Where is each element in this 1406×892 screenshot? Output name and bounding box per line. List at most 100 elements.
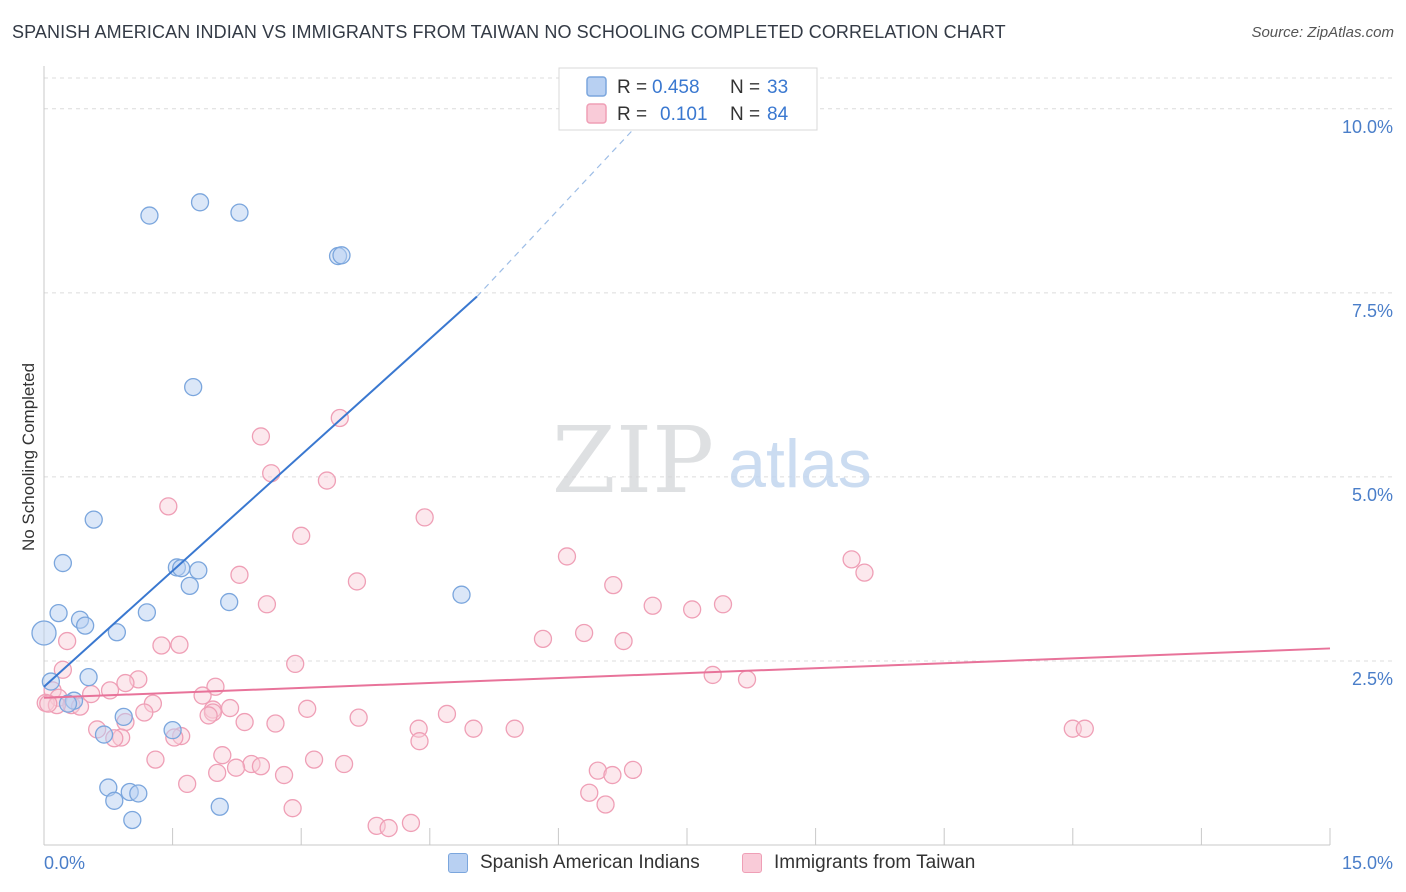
watermark-zip: ZIP — [552, 407, 714, 514]
data-point — [129, 784, 148, 803]
data-point — [235, 712, 254, 732]
data-point — [190, 193, 210, 212]
chart-title: SPANISH AMERICAN INDIAN VS IMMIGRANTS FR… — [12, 22, 1006, 42]
x-tick-label: 0.0% — [44, 853, 85, 873]
data-point — [855, 563, 874, 582]
stats-r-label: R = — [617, 77, 647, 98]
data-point — [623, 760, 643, 780]
data-point — [114, 707, 133, 727]
data-point — [643, 596, 662, 615]
data-point — [332, 246, 351, 265]
data-point — [292, 526, 311, 545]
data-point — [123, 810, 142, 830]
y-tick-label: 2.5% — [1352, 669, 1393, 689]
data-point — [401, 813, 421, 833]
data-point — [737, 670, 757, 689]
y-tick-label: 7.5% — [1352, 301, 1393, 321]
data-point — [230, 203, 249, 222]
data-point — [347, 572, 367, 591]
data-point — [199, 706, 218, 725]
data-point — [266, 714, 285, 733]
series-spanish-american-indians — [31, 193, 471, 830]
source-label: Source: ZipAtlas.com — [1251, 24, 1394, 41]
data-point — [317, 471, 337, 490]
y-tick-label: 10.0% — [1342, 117, 1393, 137]
data-point — [464, 719, 483, 738]
data-point — [580, 783, 599, 802]
data-point — [251, 427, 271, 446]
data-point — [163, 721, 182, 740]
data-point — [286, 654, 305, 674]
data-point — [105, 791, 124, 810]
watermark-atlas: atlas — [728, 426, 872, 502]
data-point — [230, 565, 249, 584]
data-point — [53, 553, 73, 573]
tick-labels: 2.5% 5.0% 7.5% 10.0% 0.0% 15.0% — [44, 117, 1393, 873]
legend-label: Spanish American Indians — [480, 852, 700, 873]
data-point — [703, 665, 722, 685]
data-point — [220, 698, 240, 718]
data-point — [226, 758, 246, 777]
data-point — [213, 746, 232, 765]
data-point — [437, 704, 457, 724]
stats-r-label: R = — [617, 104, 647, 125]
legend-swatch-pink — [742, 853, 762, 873]
stats-n-label: N = — [730, 77, 760, 98]
data-point — [298, 699, 317, 718]
data-point — [146, 750, 165, 769]
stats-swatch-pink — [586, 103, 607, 124]
trend-line-immigrants-from-taiwan — [43, 647, 1331, 699]
data-point — [842, 550, 861, 569]
data-point — [189, 561, 208, 580]
data-point — [262, 464, 281, 483]
data-point — [304, 750, 324, 769]
axes — [43, 66, 1331, 846]
data-point — [170, 635, 189, 654]
data-point — [603, 765, 622, 785]
data-point — [588, 761, 607, 780]
y-axis-label: No Schooling Completed — [19, 363, 38, 551]
trend-line-spanish-american-indians — [43, 295, 478, 688]
data-point — [39, 694, 58, 713]
data-point — [180, 576, 199, 596]
stats-swatch-blue — [586, 76, 607, 97]
data-point — [274, 765, 294, 785]
data-point — [682, 600, 702, 619]
data-point — [116, 673, 135, 693]
data-point — [379, 818, 398, 838]
data-point — [79, 667, 98, 687]
data-point — [137, 603, 157, 622]
data-point — [135, 703, 154, 722]
stats-n-value: 84 — [767, 104, 789, 125]
data-point — [614, 631, 633, 651]
data-point — [76, 616, 95, 635]
data-point — [505, 719, 524, 738]
data-point — [596, 795, 615, 814]
data-point — [159, 497, 178, 516]
data-point — [208, 763, 227, 783]
legend-swatch-blue — [448, 853, 468, 873]
data-point — [184, 377, 203, 397]
data-point — [349, 708, 368, 727]
stats-r-value: 0.101 — [660, 104, 708, 125]
data-point — [251, 757, 271, 776]
data-point — [283, 799, 302, 818]
stats-n-label: N = — [730, 104, 760, 125]
x-tick-label: 15.0% — [1342, 853, 1393, 873]
data-point — [57, 631, 77, 651]
legend-label: Immigrants from Taiwan — [774, 852, 976, 873]
data-point — [220, 592, 239, 612]
data-point — [84, 510, 103, 529]
data-point — [178, 774, 197, 794]
legend-item-spanish-american-indians: Spanish American Indians — [448, 852, 700, 874]
data-point — [49, 603, 68, 623]
data-point — [152, 636, 171, 655]
data-point — [533, 629, 553, 649]
data-point — [58, 694, 78, 713]
data-point — [1075, 719, 1094, 738]
stats-legend: R = 0.458 N = 33 R = 0.101 N = 84 — [558, 67, 818, 131]
data-point — [31, 620, 57, 646]
data-point — [334, 754, 354, 774]
data-point — [140, 206, 159, 225]
